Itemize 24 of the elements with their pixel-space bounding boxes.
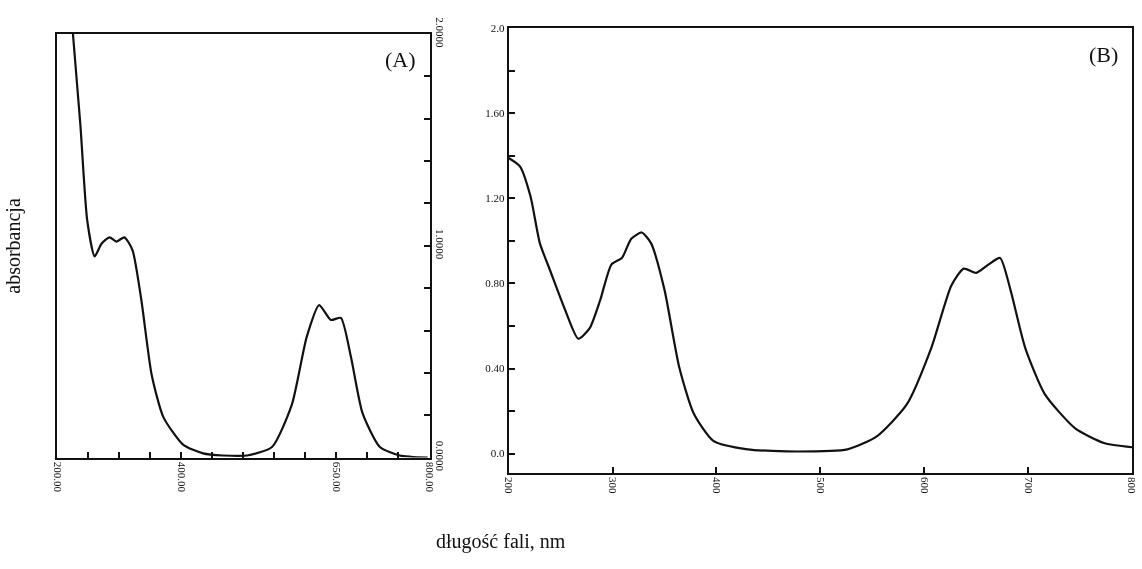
x-tick-label: 300 xyxy=(606,476,619,494)
y2-tick-label: 0.0000 xyxy=(433,440,446,472)
x-tick-label: 500 xyxy=(814,476,827,494)
x-tick-label: 600 xyxy=(918,476,931,494)
x-axis-title: długość fali, nm xyxy=(436,530,566,553)
x-tick-label: 800.00 xyxy=(423,461,436,493)
y-tick-label: 0.40 xyxy=(485,362,505,375)
y-tick-label: 0.80 xyxy=(485,277,505,290)
y-axis-title: absorbancja xyxy=(2,198,26,294)
text: (A) xyxy=(385,47,416,72)
y-tick-label: 1.60 xyxy=(485,107,505,120)
y2-tick-label: 2.0000 xyxy=(433,17,446,48)
x-tick-label: 650.00 xyxy=(330,461,343,493)
y2-tick-label: 1.0000 xyxy=(433,229,446,260)
x-tick-label: 200.00 xyxy=(51,461,64,493)
x-tick-label: 800 xyxy=(1126,476,1139,494)
x-tick-label: 700 xyxy=(1022,476,1035,494)
y-tick-label: 0.0 xyxy=(490,447,505,460)
x-tick-label: 200 xyxy=(503,476,516,494)
x-tick-label: 400.00 xyxy=(175,461,188,493)
y-tick-label: 1.20 xyxy=(485,192,505,205)
text: (B) xyxy=(1089,42,1119,67)
x-tick-label: 400 xyxy=(710,476,723,494)
y-tick-label: 2.0 xyxy=(490,22,505,35)
